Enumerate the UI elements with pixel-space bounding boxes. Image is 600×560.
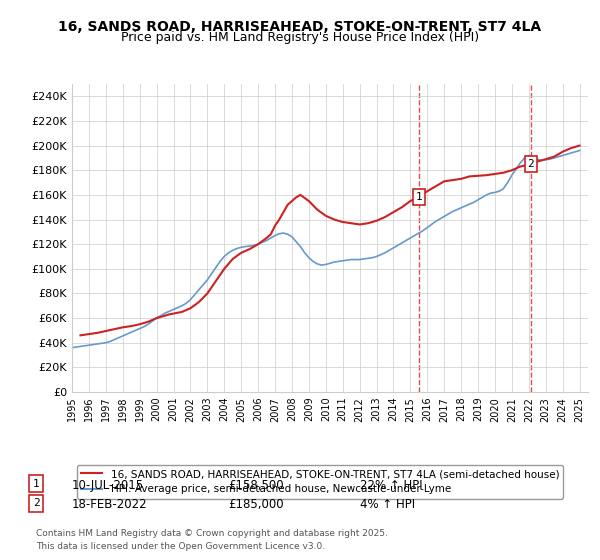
Text: 22% ↑ HPI: 22% ↑ HPI bbox=[360, 479, 422, 492]
Text: 16, SANDS ROAD, HARRISEAHEAD, STOKE-ON-TRENT, ST7 4LA: 16, SANDS ROAD, HARRISEAHEAD, STOKE-ON-T… bbox=[58, 20, 542, 34]
Text: £185,000: £185,000 bbox=[228, 498, 284, 511]
Text: 1: 1 bbox=[416, 192, 422, 202]
Text: Contains HM Land Registry data © Crown copyright and database right 2025.
This d: Contains HM Land Registry data © Crown c… bbox=[36, 529, 388, 550]
Text: 10-JUL-2015: 10-JUL-2015 bbox=[72, 479, 144, 492]
Text: 18-FEB-2022: 18-FEB-2022 bbox=[72, 498, 148, 511]
Legend: 16, SANDS ROAD, HARRISEAHEAD, STOKE-ON-TRENT, ST7 4LA (semi-detached house), HPI: 16, SANDS ROAD, HARRISEAHEAD, STOKE-ON-T… bbox=[77, 465, 563, 498]
Text: £158,500: £158,500 bbox=[228, 479, 284, 492]
Text: 4% ↑ HPI: 4% ↑ HPI bbox=[360, 498, 415, 511]
Text: 2: 2 bbox=[32, 498, 40, 508]
Text: 1: 1 bbox=[32, 479, 40, 489]
Text: Price paid vs. HM Land Registry's House Price Index (HPI): Price paid vs. HM Land Registry's House … bbox=[121, 31, 479, 44]
Text: 2: 2 bbox=[527, 159, 534, 169]
